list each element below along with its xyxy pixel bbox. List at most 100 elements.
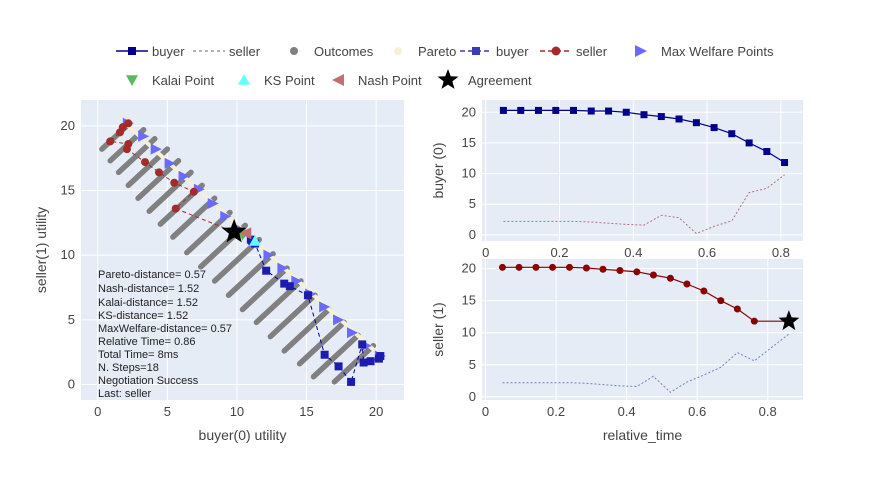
legend-square-icon [472, 47, 480, 55]
stat-line: N. Steps=18 [98, 362, 159, 374]
buyer-plot-background [482, 100, 803, 241]
seller-y-axis-title: seller (1) [430, 302, 446, 356]
seller-circle-marker [750, 317, 758, 325]
main-x-axis-title: buyer(0) utility [199, 427, 287, 443]
seller-utility-plot: 0 0.2 0.4 0.6 0.8 0 5 10 15 20 seller (1) relative_… [430, 259, 803, 443]
legend-triangle-icon [635, 45, 647, 57]
buyer-offer-marker [347, 377, 356, 386]
max-welfare-point [220, 210, 232, 222]
seller-y-tick-label: 10 [462, 325, 476, 340]
main-y-tick-label: 0 [68, 376, 75, 391]
main-x-tick-label: 5 [164, 404, 171, 419]
buyer-square-marker [499, 106, 507, 114]
outcome-cluster [331, 342, 377, 385]
seller-agreement-star [778, 310, 800, 331]
max-welfare-point [178, 170, 190, 182]
buyer-square-marker [570, 106, 578, 114]
seller-offer-marker [106, 137, 115, 146]
main-data-layer [99, 117, 386, 386]
legend-label: seller [229, 44, 261, 59]
stat-line: Negotiation Success [98, 375, 199, 387]
seller-x-tick-label: 0.8 [759, 404, 777, 419]
legend-label: seller [576, 44, 608, 59]
max-welfare-point [207, 197, 219, 209]
seller-circle-marker [498, 263, 506, 271]
buyer-offer-marker [334, 362, 343, 371]
stat-line: Nash-distance= 1.52 [98, 283, 199, 295]
seller-offer-marker [170, 178, 179, 187]
max-welfare-point [277, 262, 289, 274]
buyer-y-axis-title: buyer (0) [430, 142, 446, 198]
main-y-tick-label: 5 [68, 312, 75, 327]
buyer-square-marker [534, 106, 542, 114]
legend-triangle-icon [126, 75, 138, 86]
seller-x-tick-label: 0.2 [547, 404, 565, 419]
main-y-tick-label: 15 [61, 183, 75, 198]
buyer-x-tick-label: 0.2 [550, 245, 568, 260]
main-x-tick-label: 10 [230, 404, 244, 419]
buyer-offer-marker [280, 279, 289, 288]
seller-plot-background [482, 259, 803, 400]
legend-item: buyer [116, 44, 185, 59]
buyer-offer-marker [358, 340, 367, 349]
max-welfare-point [138, 130, 150, 142]
seller-circle-marker [683, 280, 691, 288]
seller-circle-marker [616, 267, 624, 275]
buyer-square-marker [552, 106, 560, 114]
buyer-square-marker [675, 115, 683, 123]
legend-item: seller [193, 44, 261, 59]
legend-triangle-icon [238, 74, 250, 85]
seller-offer-marker [189, 187, 198, 196]
buyer-square-marker [605, 107, 613, 115]
legend-item: Kalai Point [126, 73, 215, 88]
seller-circle-marker [515, 263, 523, 271]
buyer-offer-marker [262, 266, 271, 275]
seller-offer-marker [171, 204, 180, 213]
seller-offer-marker [154, 168, 163, 177]
legend-label: buyer [152, 44, 185, 59]
legend-label: Outcomes [314, 44, 374, 59]
buyer-x-tick-label: 0 [482, 245, 489, 260]
legend-triangle-icon [332, 74, 344, 86]
buyer-y-tick-label: 20 [462, 104, 476, 119]
seller-offer-marker [122, 145, 131, 154]
buyer-x-tick-label: 0.8 [772, 245, 790, 260]
seller-offer-marker [141, 158, 150, 167]
seller-circle-marker [599, 265, 607, 273]
buyer-y-tick-label: 0 [469, 227, 476, 242]
ks-point [249, 234, 262, 246]
buyer-x-tick-label: 0.4 [624, 245, 642, 260]
buyer-square-marker [710, 124, 718, 132]
seller-x-axis-title: relative_time [603, 427, 683, 443]
legend-item: Nash Point [332, 73, 422, 88]
buyer-utility-plot: 0 0.2 0.4 0.6 0.8 0 5 10 15 20 buyer (0) [430, 100, 803, 260]
buyer-offer-marker [320, 350, 329, 359]
buyer-offer-marker [285, 282, 294, 291]
stat-line: MaxWelfare-distance= 0.57 [98, 323, 232, 335]
stat-line: Relative Time= 0.86 [98, 336, 196, 348]
stat-line: Kalai-distance= 1.52 [98, 297, 198, 309]
seller-circle-marker [549, 263, 557, 271]
legend-circle-icon [551, 46, 561, 56]
legend-item: Max Welfare Points [635, 44, 774, 59]
max-welfare-point [291, 275, 303, 287]
stat-line: Last: seller [98, 388, 152, 400]
buyer-square-marker [657, 113, 665, 121]
main-x-tick-label: 0 [94, 404, 101, 419]
outcome-cluster [267, 292, 318, 340]
main-x-tick-label: 20 [369, 404, 383, 419]
stat-line: KS-distance= 1.52 [98, 310, 188, 322]
buyer-offer-marker [303, 291, 312, 300]
buyer-square-marker [517, 106, 525, 114]
nash-point [239, 227, 252, 240]
outcome-cluster [239, 265, 290, 313]
legend: buyer seller Outcomes Pareto buyer seller Max … [116, 44, 774, 89]
seller-circle-marker [532, 263, 540, 271]
max-welfare-point [263, 249, 275, 261]
max-welfare-point [333, 314, 345, 326]
outcome-cluster [170, 195, 218, 240]
legend-label: Agreement [468, 73, 532, 88]
seller-offer-marker [124, 119, 133, 128]
buyer-offer-marker [246, 235, 255, 244]
